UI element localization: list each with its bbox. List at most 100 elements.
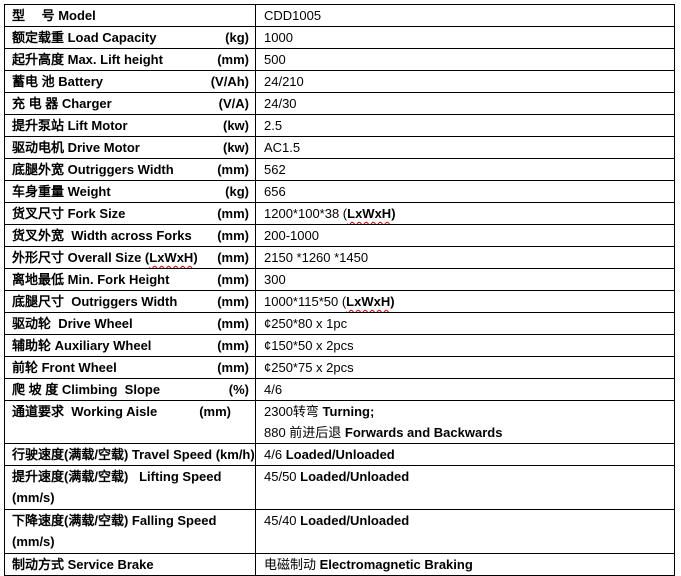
spec-label-cell: 下降速度(满载/空载) Falling Speed (mm/s): [4, 509, 256, 554]
spec-value-part: ): [390, 294, 395, 309]
spec-label-line: 前轮 Front Wheel (mm): [6, 358, 255, 378]
spec-value-line: ¢150*50 x 2pcs: [264, 336, 674, 356]
spec-label-text: 驱动电机 Drive Motor: [12, 138, 140, 158]
spec-unit: (mm): [217, 52, 249, 67]
spec-label-text: 前轮 Front Wheel: [12, 358, 117, 378]
spec-unit: (mm): [217, 360, 249, 375]
spec-value-cell: 300: [255, 268, 675, 291]
spec-label-text: 辅助轮 Auxiliary Wheel: [12, 336, 151, 356]
spec-value-line: 2150 *1260 *1450: [264, 248, 674, 268]
spec-value-part: 656: [264, 184, 286, 199]
spec-value-cell: 1000: [255, 26, 675, 49]
spec-unit: (mm): [217, 228, 249, 243]
spec-label-line: 型 号 Model: [6, 6, 255, 26]
spec-label-text: 外形尺寸 Overall Size (LxWxH): [12, 248, 198, 268]
spec-value-cell: 2.5: [255, 114, 675, 137]
spec-value-cell: 24/210: [255, 70, 675, 93]
spec-label-cell: 驱动电机 Drive Motor (kw): [4, 136, 256, 159]
spec-value-part: 2300转弯: [264, 404, 323, 419]
spec-value-part: ¢150*50 x 2pcs: [264, 338, 354, 353]
spec-value-part: Loaded/Unloaded: [300, 513, 410, 528]
spec-label-line: 提升速度(满载/空载) Lifting Speed: [6, 467, 255, 487]
spec-label-cell: 底腿尺寸 Outriggers Width (mm): [4, 290, 256, 313]
table-row: 底腿尺寸 Outriggers Width (mm) 1000*115*50 (Lx…: [4, 290, 675, 313]
spellcheck-squiggle-text: LxWxH: [347, 206, 392, 221]
spec-label-cell: 前轮 Front Wheel (mm): [4, 356, 256, 379]
spec-label-text: 通道要求 Working Aisle: [12, 402, 157, 422]
spec-label-part: 货叉外宽 Width across Forks: [12, 228, 192, 243]
spec-label-cell: 额定载重 Load Capacity (kg): [4, 26, 256, 49]
spec-value-part: 1200*100*38 (: [264, 206, 348, 221]
spec-unit: (V/A): [218, 96, 249, 111]
spec-label-cell: 离地最低 Min. Fork Height (mm): [4, 268, 256, 291]
spec-value-part: ¢250*80 x 1pc: [264, 316, 348, 331]
spec-unit: (mm): [217, 206, 249, 221]
spec-value-part: 24/210: [264, 74, 304, 89]
spec-label-part: 驱动电机 Drive Motor: [12, 140, 140, 155]
spec-value-line: 1200*100*38 (LxWxH): [264, 204, 674, 224]
spec-label-text: 提升泵站 Lift Motor: [12, 116, 128, 136]
spec-value-line: 1000: [264, 28, 674, 48]
spec-label-cell: 提升速度(满载/空载) Lifting Speed (mm/s): [4, 465, 256, 510]
spec-label-part: 通道要求 Working Aisle: [12, 404, 158, 419]
spec-value-part: Turning;: [322, 404, 375, 419]
table-row: 货叉外宽 Width across Forks (mm) 200-1000: [4, 224, 675, 247]
spec-label-part: 行驶速度(满载/空载) Travel Speed (km/h): [12, 447, 255, 462]
spec-value-cell: 4/6 Loaded/Unloaded: [255, 443, 675, 466]
spec-value-cell: 2150 *1260 *1450: [255, 246, 675, 269]
spec-label-line: 外形尺寸 Overall Size (LxWxH) (mm): [6, 248, 255, 268]
spec-label-part: 额定载重 Load Capacity: [12, 30, 157, 45]
spec-label-line: 驱动电机 Drive Motor (kw): [6, 138, 255, 158]
spec-label-text: 货叉外宽 Width across Forks: [12, 226, 192, 246]
spec-label-line: 行驶速度(满载/空载) Travel Speed (km/h): [6, 445, 255, 465]
spec-value-part: 4/6: [264, 447, 286, 462]
spec-value-line: 2.5: [264, 116, 674, 136]
spec-value-part: 1000*115*50 (: [264, 294, 347, 309]
table-row: 充 电 器 Charger (V/A) 24/30: [4, 92, 675, 115]
spec-value-cell: 656: [255, 180, 675, 203]
spec-label-text: 行驶速度(满载/空载) Travel Speed (km/h): [12, 445, 255, 465]
spec-label-part: 前轮 Front Wheel: [12, 360, 117, 375]
spec-label-text: 爬 坡 度 Climbing Slope: [12, 380, 160, 400]
spec-value-part: 500: [264, 52, 286, 67]
spellcheck-squiggle-text: LxWxH: [149, 250, 194, 265]
spec-label-line: 提升泵站 Lift Motor (kw): [6, 116, 255, 136]
spec-label-line: 车身重量 Weight (kg): [6, 182, 255, 202]
spec-label-part: 货叉尺寸 Fork Size: [12, 206, 126, 221]
spec-label-line2: (mm/s): [12, 490, 55, 505]
table-row: 驱动轮 Drive Wheel (mm) ¢250*80 x 1pc: [4, 312, 675, 335]
spec-value-line: ¢250*75 x 2pcs: [264, 358, 674, 378]
table-row: 额定载重 Load Capacity (kg) 1000: [4, 26, 675, 49]
table-row: 辅助轮 Auxiliary Wheel (mm) ¢150*50 x 2pcs: [4, 334, 675, 357]
spec-value-line: 880 前进后退 Forwards and Backwards: [264, 423, 674, 443]
spec-value-cell: ¢250*80 x 1pc: [255, 312, 675, 335]
spec-label-line: 辅助轮 Auxiliary Wheel (mm): [6, 336, 255, 356]
spec-value-line: 45/40 Loaded/Unloaded: [264, 511, 674, 531]
spec-label-part: 外形尺寸 Overall Size (: [12, 250, 150, 265]
table-row: 底腿外宽 Outriggers Width (mm) 562: [4, 158, 675, 181]
spec-value-line: 1000*115*50 (LxWxH): [264, 292, 674, 312]
spec-label-text: 货叉尺寸 Fork Size: [12, 204, 125, 224]
spec-value-part: 24/30: [264, 96, 297, 111]
spec-value-line: 4/6 Loaded/Unloaded: [264, 445, 674, 465]
spec-unit: (kw): [223, 118, 249, 133]
spec-value-part: AC1.5: [264, 140, 301, 155]
spec-value-part: Loaded/Unloaded: [300, 469, 410, 484]
spec-unit: (mm): [217, 272, 249, 287]
table-row: 提升泵站 Lift Motor (kw) 2.5: [4, 114, 675, 137]
spec-value-cell: ¢150*50 x 2pcs: [255, 334, 675, 357]
spec-unit: (kg): [225, 30, 249, 45]
spec-unit: (mm): [217, 250, 249, 265]
spec-value-part: Forwards and Backwards: [344, 425, 503, 440]
spec-label-part: 提升速度(满载/空载) Lifting Speed: [12, 469, 222, 484]
spellcheck-squiggle-text: LxWxH: [346, 294, 391, 309]
spec-value-part: 2.5: [264, 118, 283, 133]
spec-label-cell: 型 号 Model: [4, 4, 256, 27]
spec-value-line: 562: [264, 160, 674, 180]
spec-unit: (%): [228, 382, 249, 397]
spec-label-part: 离地最低 Min. Fork Height: [12, 272, 170, 287]
spec-label-cell: 驱动轮 Drive Wheel (mm): [4, 312, 256, 335]
spec-value-cell: 2300转弯 Turning; 880 前进后退 Forwards and Bac…: [255, 400, 675, 444]
spec-value-line: 2300转弯 Turning;: [264, 402, 674, 422]
spec-label-cell: 货叉尺寸 Fork Size (mm): [4, 202, 256, 225]
